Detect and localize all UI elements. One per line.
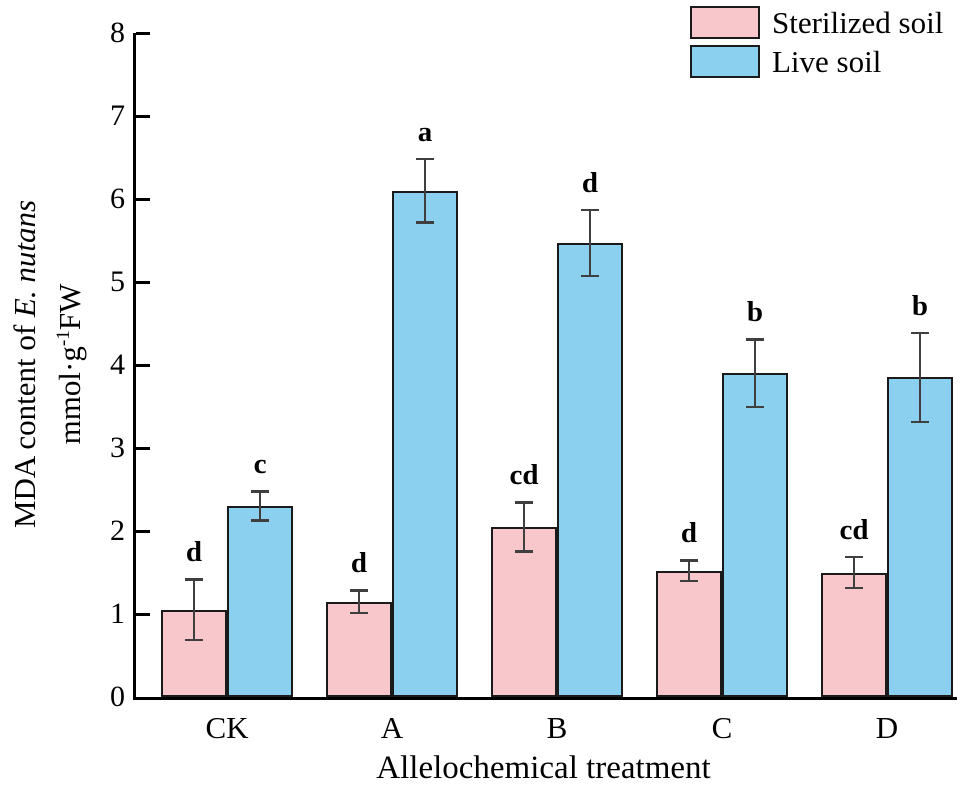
error-cap-top-live-soil-c xyxy=(746,338,764,341)
bar-live-soil-a xyxy=(392,190,458,697)
legend-item-sterilized-soil: Sterilized soil xyxy=(690,3,943,42)
significance-letter-live-soil-a: a xyxy=(417,115,433,148)
significance-letter-live-soil-ck: c xyxy=(253,448,267,481)
bar-live-soil-d xyxy=(887,377,953,697)
y-tick-3 xyxy=(136,446,150,450)
x-tick-label-a: A xyxy=(380,710,404,745)
significance-letter-sterilized-soil-a: d xyxy=(350,547,368,580)
significance-letter-sterilized-soil-d: cd xyxy=(839,513,869,546)
error-cap-bottom-sterilized-soil-a xyxy=(350,611,368,614)
error-cap-bottom-live-soil-d xyxy=(911,420,929,424)
y-axis-title-species: E. nutans xyxy=(6,199,42,318)
y-tick-7 xyxy=(136,114,150,118)
error-bar-live-soil-ck xyxy=(258,490,262,522)
error-cap-bottom-live-soil-a xyxy=(416,221,434,224)
bar-live-soil-c xyxy=(722,373,788,697)
bar-live-soil-b xyxy=(557,243,623,697)
error-bar-live-soil-a xyxy=(423,157,427,224)
error-bar-live-soil-d xyxy=(918,331,922,424)
y-tick-4 xyxy=(136,363,150,367)
error-cap-top-live-soil-ck xyxy=(251,490,269,493)
bar-sterilized-soil-c xyxy=(656,570,722,697)
legend-swatch-sterilized-soil xyxy=(690,6,760,39)
y-tick-2 xyxy=(136,529,150,533)
error-cap-top-live-soil-a xyxy=(416,157,434,160)
y-tick-label-2: 2 xyxy=(110,514,125,547)
error-cap-top-live-soil-b xyxy=(581,208,599,212)
bar-sterilized-soil-d xyxy=(821,572,887,697)
bar-live-soil-ck xyxy=(227,506,293,697)
error-cap-bottom-live-soil-b xyxy=(581,274,599,278)
bar-sterilized-soil-b xyxy=(491,526,557,697)
y-axis-unit-suffix: FW xyxy=(52,283,88,331)
error-cap-top-sterilized-soil-b xyxy=(515,501,533,504)
y-tick-label-4: 4 xyxy=(110,348,125,381)
y-tick-label-5: 5 xyxy=(110,265,125,298)
y-axis-unit-base: mmol·g xyxy=(52,346,88,445)
legend: Sterilized soil Live soil xyxy=(690,3,943,81)
x-tick-label-c: C xyxy=(711,710,733,745)
error-bar-sterilized-soil-d xyxy=(852,555,856,590)
error-cap-top-live-soil-d xyxy=(911,331,929,335)
error-bar-sterilized-soil-b xyxy=(522,501,526,553)
y-axis-unit-exponent: -1 xyxy=(52,330,74,347)
error-cap-bottom-sterilized-soil-c xyxy=(680,579,698,583)
x-axis-title: Allelochemical treatment xyxy=(376,750,711,786)
legend-swatch-live-soil xyxy=(690,45,760,78)
error-cap-bottom-sterilized-soil-ck xyxy=(185,638,203,642)
legend-item-live-soil: Live soil xyxy=(690,42,943,81)
y-tick-label-8: 8 xyxy=(110,16,125,49)
bar-sterilized-soil-a xyxy=(326,601,392,697)
y-tick-6 xyxy=(136,197,150,201)
significance-letter-live-soil-d: b xyxy=(911,289,929,322)
y-tick-label-6: 6 xyxy=(110,182,125,215)
error-cap-bottom-sterilized-soil-b xyxy=(515,550,533,553)
y-tick-1 xyxy=(136,612,150,616)
error-cap-bottom-live-soil-ck xyxy=(251,519,269,522)
y-tick-5 xyxy=(136,280,150,284)
error-bar-live-soil-b xyxy=(588,208,592,277)
y-tick-8 xyxy=(136,31,150,35)
legend-label-live-soil: Live soil xyxy=(772,44,882,79)
y-axis-title-line1: MDA content of E. nutans xyxy=(5,200,44,528)
error-cap-top-sterilized-soil-c xyxy=(680,559,698,562)
error-cap-bottom-live-soil-c xyxy=(746,405,764,409)
x-tick-label-d: D xyxy=(875,710,899,745)
y-tick-label-0: 0 xyxy=(110,680,125,713)
error-cap-bottom-sterilized-soil-d xyxy=(845,586,863,590)
error-bar-sterilized-soil-c xyxy=(687,559,691,583)
error-bar-sterilized-soil-a xyxy=(357,589,361,614)
significance-letter-live-soil-c: b xyxy=(746,296,764,329)
y-tick-label-1: 1 xyxy=(110,597,125,630)
legend-label-sterilized-soil: Sterilized soil xyxy=(772,5,944,40)
y-tick-label-7: 7 xyxy=(110,99,125,132)
y-axis-title: MDA content of E. nutans mmol·g-1FW xyxy=(5,200,89,528)
significance-letter-sterilized-soil-b: cd xyxy=(509,459,539,492)
y-tick-label-3: 3 xyxy=(110,431,125,464)
x-tick-label-ck: CK xyxy=(205,710,249,745)
error-cap-top-sterilized-soil-a xyxy=(350,589,368,592)
significance-letter-live-soil-b: d xyxy=(581,166,599,199)
x-tick-label-b: B xyxy=(546,710,568,745)
error-cap-top-sterilized-soil-ck xyxy=(185,578,203,581)
significance-letter-sterilized-soil-ck: d xyxy=(185,536,203,569)
significance-letter-sterilized-soil-c: d xyxy=(680,517,698,550)
error-bar-live-soil-c xyxy=(753,338,757,409)
error-cap-top-sterilized-soil-d xyxy=(845,555,863,559)
y-axis-title-text: MDA content of xyxy=(6,317,42,529)
error-bar-sterilized-soil-ck xyxy=(192,578,196,642)
